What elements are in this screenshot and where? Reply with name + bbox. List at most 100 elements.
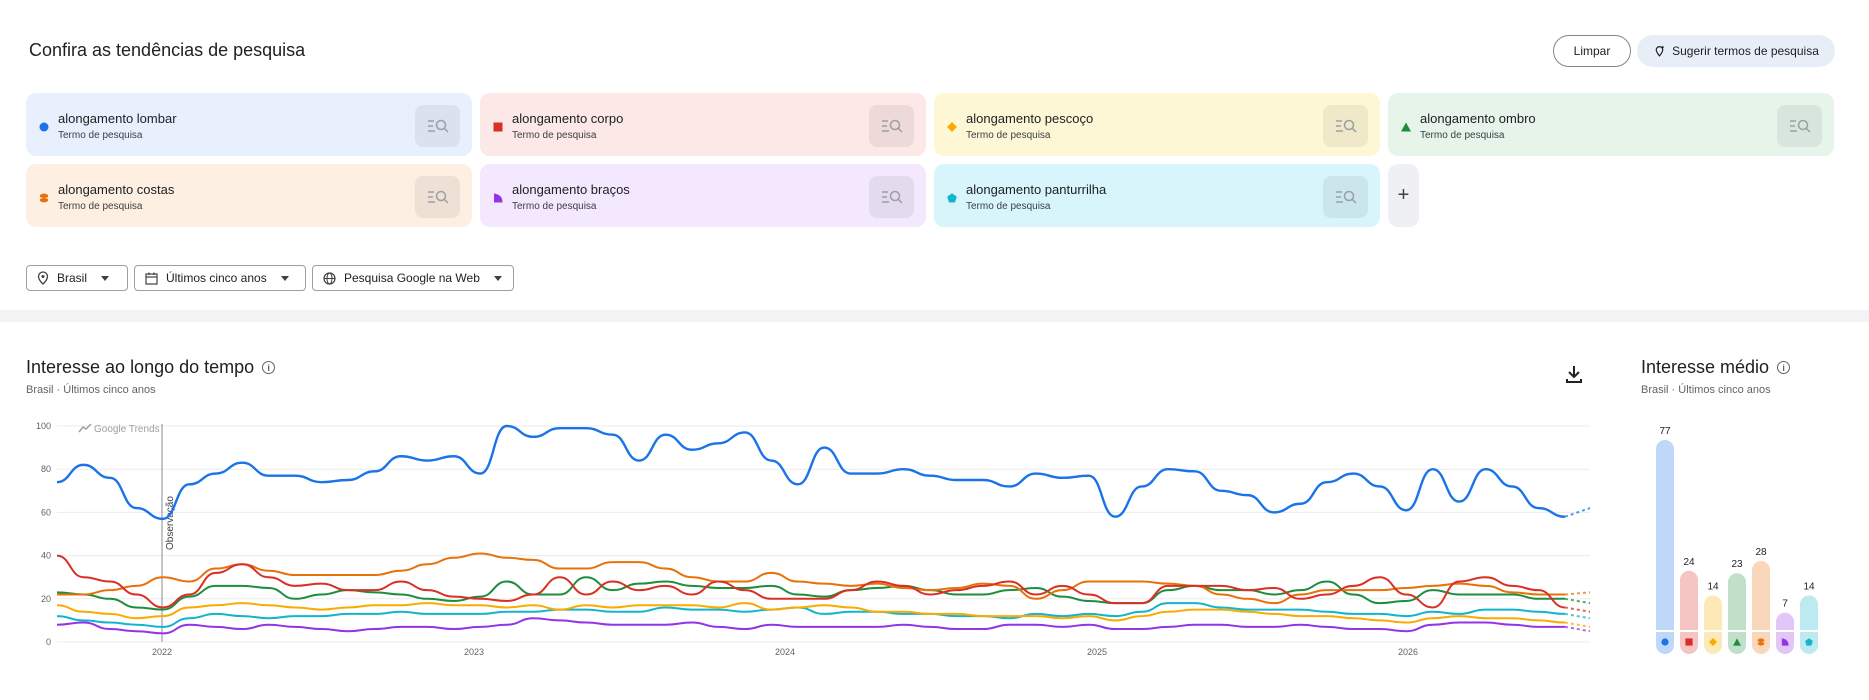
y-tick-label: 20	[41, 594, 51, 604]
average-bar[interactable]	[1776, 612, 1794, 654]
average-bar[interactable]	[1680, 570, 1698, 654]
search-term-name: alongamento panturrilha	[966, 182, 1107, 197]
series-line	[56, 576, 1565, 611]
bar-value-label: 7	[1782, 599, 1788, 610]
x-tick-label: 2025	[1087, 647, 1107, 657]
search-term-name: alongamento costas	[58, 182, 175, 197]
circle-marker-icon	[1661, 638, 1669, 646]
x-tick-label: 2026	[1398, 647, 1418, 657]
pentagon-marker-icon	[947, 190, 957, 203]
search-term-type: Termo de pesquisa	[58, 201, 143, 212]
diamond-marker-icon	[1709, 638, 1717, 646]
series-line	[56, 602, 1566, 628]
download-icon[interactable]	[1562, 362, 1586, 386]
series-forecast-line	[1564, 621, 1591, 628]
average-bar[interactable]	[1704, 595, 1722, 654]
y-tick-label: 0	[46, 637, 51, 647]
search-term-chip[interactable]: alongamento panturrilha Termo de pesquisa	[934, 164, 1380, 227]
annotation-label: Observação	[165, 496, 176, 550]
circle-marker-icon	[39, 119, 49, 132]
series-forecast-line	[1564, 597, 1591, 605]
search-term-name: alongamento braços	[512, 182, 630, 197]
series-line	[56, 424, 1566, 521]
sparkle-pin-icon	[1655, 45, 1665, 57]
interest-over-time-chart: 100 80 60 40 20 0 Google Trends 2022 2023 2024 202…	[36, 421, 1591, 657]
explore-search-icon[interactable]	[1323, 105, 1368, 147]
search-term-chip[interactable]: alongamento ombro Termo de pesquisa	[1388, 93, 1834, 156]
series-forecast-line	[1564, 606, 1591, 613]
location-pin-icon	[37, 271, 49, 285]
square-marker-icon	[493, 119, 503, 132]
average-bar[interactable]	[1800, 595, 1818, 654]
explore-search-icon[interactable]	[869, 105, 914, 147]
series-forecast-line	[1564, 625, 1591, 633]
chevron-down-icon	[493, 275, 502, 281]
bar-value-label: 77	[1659, 426, 1671, 437]
search-term-type: Termo de pesquisa	[512, 201, 597, 212]
search-term-name: alongamento corpo	[512, 111, 624, 126]
average-bar[interactable]	[1656, 440, 1674, 654]
location-filter[interactable]: Brasil	[26, 265, 128, 291]
y-tick-label: 40	[41, 551, 51, 561]
search-term-type: Termo de pesquisa	[512, 130, 597, 141]
search-term-type: Termo de pesquisa	[1420, 130, 1505, 141]
info-icon[interactable]: i	[1777, 361, 1791, 374]
series-forecast-line	[1564, 507, 1591, 518]
average-interest-title-text: Interesse médio	[1641, 357, 1770, 377]
period-filter-label: Últimos cinco anos	[166, 271, 267, 285]
search-term-chip[interactable]: alongamento costas Termo de pesquisa	[26, 164, 472, 227]
section-divider	[0, 310, 1869, 322]
add-term-button[interactable]: +	[1388, 164, 1419, 227]
google-trends-watermark: Google Trends	[78, 423, 160, 435]
suggest-terms-button[interactable]: Sugerir termos de pesquisa	[1637, 35, 1835, 67]
search-term-type: Termo de pesquisa	[966, 130, 1051, 141]
explore-search-icon[interactable]	[1323, 176, 1368, 218]
square-marker-icon	[1685, 638, 1693, 646]
explore-search-icon[interactable]	[1777, 105, 1822, 147]
search-term-chip[interactable]: alongamento braços Termo de pesquisa	[480, 164, 926, 227]
bar-value-label: 24	[1683, 557, 1695, 568]
interest-over-time-title: Interesse ao longo do tempo i	[26, 357, 276, 378]
period-filter[interactable]: Últimos cinco anos	[134, 265, 306, 291]
svg-text:Google Trends: Google Trends	[94, 424, 160, 435]
explore-search-icon[interactable]	[415, 105, 460, 147]
barrel-marker-icon	[39, 190, 49, 203]
y-tick-label: 60	[41, 507, 51, 517]
x-tick-label: 2023	[464, 647, 484, 657]
bar-value-label: 28	[1755, 547, 1767, 558]
diamond-marker-icon	[947, 119, 957, 132]
calendar-icon	[145, 272, 158, 285]
search-term-chip[interactable]: alongamento corpo Termo de pesquisa	[480, 93, 926, 156]
average-interest-subtitle: Brasil · Últimos cinco anos	[1641, 384, 1771, 396]
clear-button[interactable]: Limpar	[1553, 35, 1631, 67]
pentagon-marker-icon	[1805, 638, 1813, 646]
bar-value-label: 14	[1803, 581, 1815, 592]
average-interest-chart: 77 24 14 23 28 7 14	[1656, 426, 1818, 654]
y-tick-label: 80	[41, 464, 51, 474]
page-title: Confira as tendências de pesquisa	[29, 40, 306, 60]
globe-icon	[323, 271, 336, 285]
y-tick-label: 100	[36, 421, 51, 431]
series-line	[56, 554, 1566, 609]
chevron-down-icon	[101, 275, 110, 281]
property-filter-label: Pesquisa Google na Web	[344, 271, 480, 285]
average-bar[interactable]	[1728, 573, 1746, 654]
interest-over-time-title-text: Interesse ao longo do tempo	[26, 357, 255, 377]
property-filter[interactable]: Pesquisa Google na Web	[312, 265, 514, 291]
bar-value-label: 14	[1707, 581, 1719, 592]
average-interest-title: Interesse médio i	[1641, 357, 1791, 378]
search-term-name: alongamento pescoço	[966, 111, 1094, 126]
average-bar[interactable]	[1752, 560, 1770, 654]
triangle-marker-icon	[1733, 638, 1741, 646]
interest-over-time-subtitle: Brasil · Últimos cinco anos	[26, 384, 156, 396]
explore-search-icon[interactable]	[869, 176, 914, 218]
series-forecast-line	[1564, 591, 1591, 596]
search-term-chip[interactable]: alongamento lombar Termo de pesquisa	[26, 93, 472, 156]
explore-search-icon[interactable]	[415, 176, 460, 218]
series-forecast-line	[1564, 612, 1591, 620]
search-term-chip[interactable]: alongamento pescoço Termo de pesquisa	[934, 93, 1380, 156]
info-icon[interactable]: i	[262, 361, 276, 374]
quarter-marker-icon	[493, 190, 503, 203]
search-term-type: Termo de pesquisa	[58, 130, 143, 141]
barrel-marker-icon	[1757, 638, 1765, 646]
